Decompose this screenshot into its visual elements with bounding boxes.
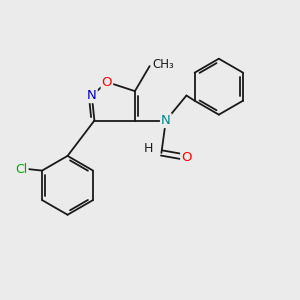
- Text: Cl: Cl: [15, 163, 28, 176]
- Text: N: N: [161, 114, 171, 127]
- Text: O: O: [181, 151, 192, 164]
- Text: N: N: [87, 89, 97, 102]
- Text: CH₃: CH₃: [153, 58, 174, 71]
- Text: O: O: [102, 76, 112, 88]
- Text: H: H: [143, 142, 153, 155]
